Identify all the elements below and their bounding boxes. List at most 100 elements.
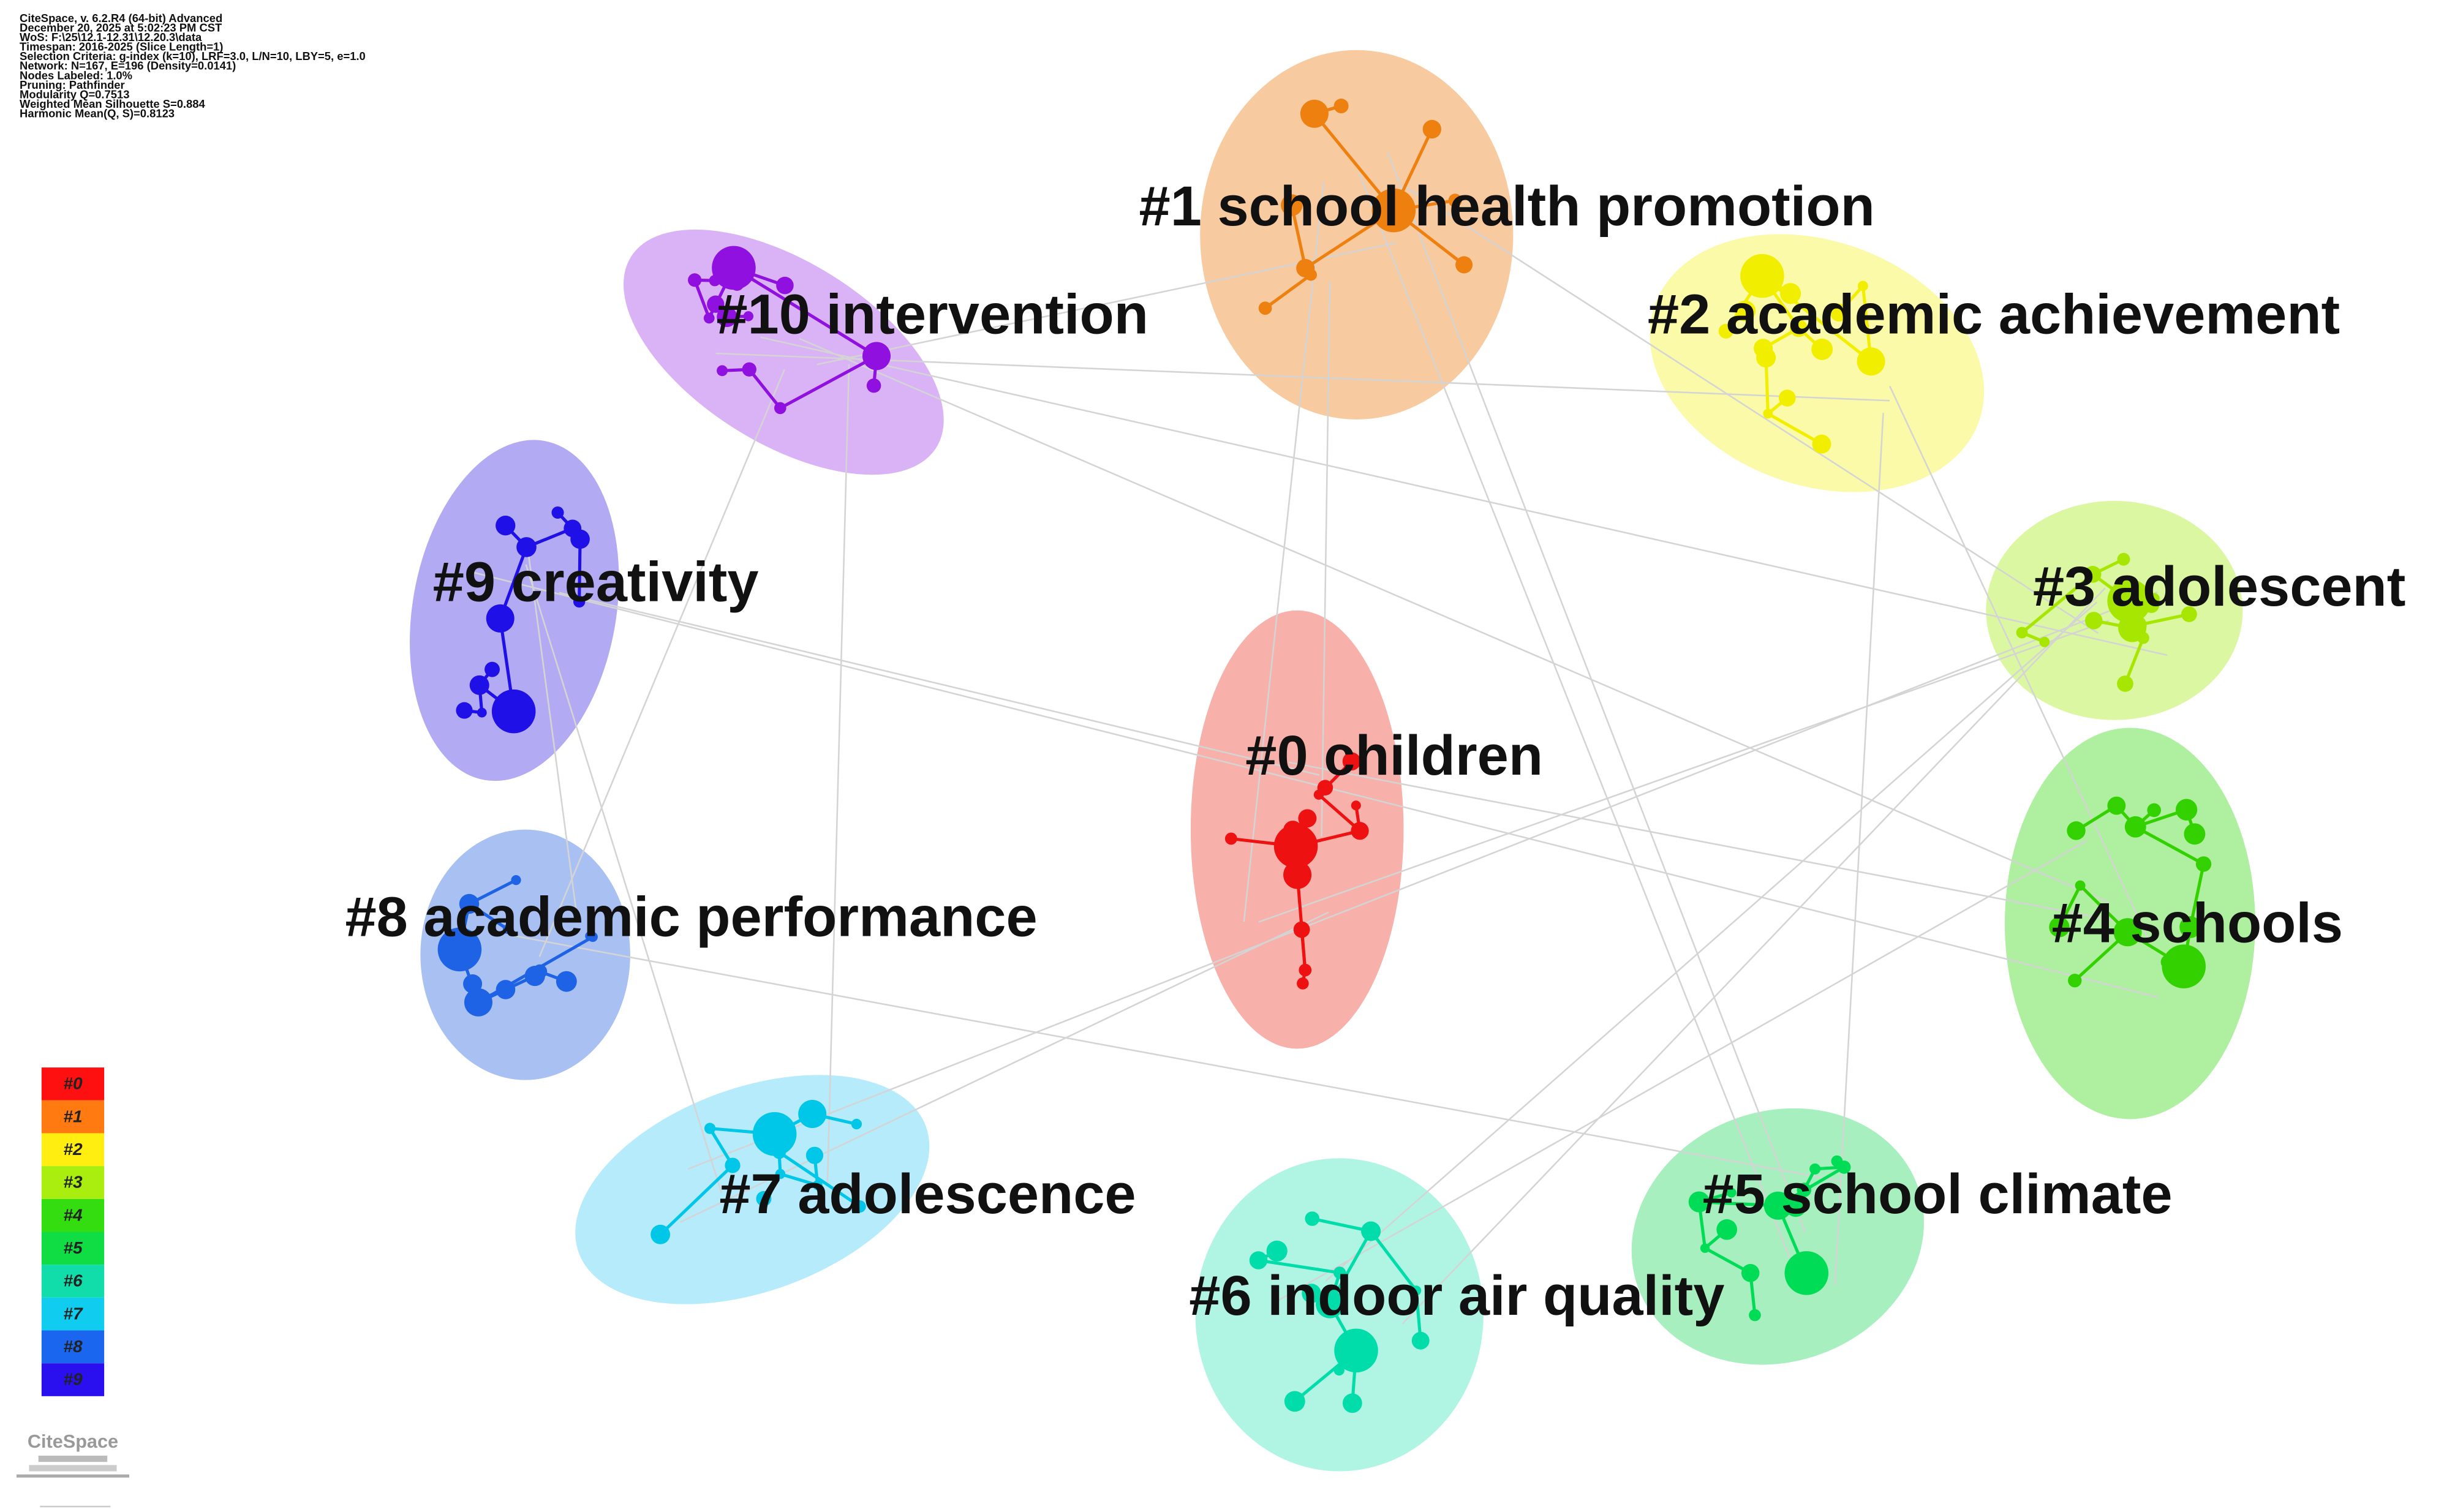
node [2084, 566, 2102, 583]
legend-label: #6 [63, 1271, 83, 1290]
logo-line [40, 1505, 111, 1508]
legend-swatch [41, 1198, 105, 1232]
node [532, 964, 548, 979]
node [730, 277, 744, 291]
link [715, 352, 1890, 402]
node [1284, 1391, 1305, 1412]
legend-swatch [41, 1363, 105, 1396]
link [1889, 386, 2149, 939]
node [437, 927, 482, 972]
node [1749, 1309, 1761, 1322]
legend-swatch [41, 1330, 105, 1364]
node [2124, 816, 2146, 838]
node [2107, 796, 2126, 815]
node [772, 1145, 786, 1159]
node [1830, 303, 1848, 322]
node [1422, 119, 1441, 139]
node [1317, 780, 1333, 795]
logo-bar [29, 1465, 117, 1472]
node [2075, 880, 2086, 891]
cluster-legend: #0 #1 #2 #3 #4 #5 #6 #7 #8 #9 [41, 1067, 105, 1396]
node [469, 675, 489, 695]
node [1763, 1191, 1792, 1220]
legend-swatch [41, 1100, 105, 1134]
cluster-nodes [437, 99, 2212, 1413]
link [1358, 173, 1803, 1290]
node [1305, 269, 1317, 281]
node [1283, 860, 1312, 889]
header-line: Selection Criteria: g-index (k=10), LRF=… [20, 50, 366, 62]
node [812, 1180, 823, 1190]
node [2195, 856, 2212, 872]
cluster-label: #5 school climate [1703, 1163, 2173, 1225]
cluster-halo [575, 1075, 930, 1304]
logo-bar [16, 1474, 129, 1478]
cluster-halo [1650, 234, 1985, 492]
node [1351, 800, 1361, 811]
node [1334, 1328, 1378, 1373]
link [1401, 587, 2106, 1325]
node [862, 342, 891, 370]
node [1293, 921, 1310, 938]
link [1325, 601, 2098, 1282]
link [1258, 620, 2110, 923]
link [525, 564, 722, 1194]
header-line: Weighted Mean Silhouette S=0.884 [20, 97, 205, 110]
node [1831, 1155, 1843, 1167]
node [2039, 636, 2050, 647]
link [1278, 840, 2088, 1301]
node [1857, 280, 1868, 291]
node [2137, 631, 2149, 644]
node [2107, 579, 2151, 623]
node [851, 1118, 862, 1130]
node [2125, 615, 2147, 636]
node [1718, 323, 1733, 339]
link [1387, 152, 1806, 1233]
link [1321, 281, 1331, 837]
node [756, 1190, 772, 1206]
node [1342, 752, 1361, 771]
node [496, 980, 516, 999]
node [573, 595, 586, 608]
node [2068, 973, 2082, 988]
cluster-labels: #0 children #1 school health promotion #2 … [345, 175, 2405, 1327]
link [511, 934, 1839, 1182]
link [1834, 413, 1884, 1286]
legend-label: #1 [63, 1107, 82, 1126]
node [1790, 319, 1808, 337]
node [1700, 1243, 1710, 1253]
link [559, 592, 1320, 776]
node [1740, 254, 1784, 298]
node [1316, 1290, 1345, 1318]
cluster-halo [623, 229, 944, 475]
node [1258, 301, 1272, 315]
node [752, 1111, 797, 1156]
node [477, 707, 487, 718]
cluster-label: #0 children [1245, 724, 1543, 787]
node [1333, 1364, 1345, 1376]
tree-edge [2021, 573, 2094, 634]
legend-label: #9 [63, 1370, 83, 1389]
node [1266, 1240, 1288, 1262]
node [743, 311, 754, 322]
tree-edge [778, 1151, 861, 1208]
tree-edge [2124, 637, 2145, 685]
node [1298, 809, 1317, 828]
legend-label: #4 [63, 1205, 83, 1224]
link [680, 911, 1329, 1223]
node [717, 306, 737, 327]
node [1780, 283, 1801, 304]
cluster-label: #2 academic achievement [1648, 283, 2340, 345]
node [2181, 606, 2197, 622]
logo-bar [38, 1455, 108, 1462]
cluster-halo [1631, 1108, 1924, 1365]
node [477, 991, 491, 1005]
node [463, 974, 483, 994]
node [2084, 612, 2103, 630]
node [775, 1168, 786, 1179]
tree-edge [2135, 825, 2205, 866]
link [1406, 186, 2099, 634]
cluster-label: #3 adolescent [2033, 555, 2406, 618]
node [1812, 434, 1831, 454]
tree-edge [1264, 273, 1312, 310]
